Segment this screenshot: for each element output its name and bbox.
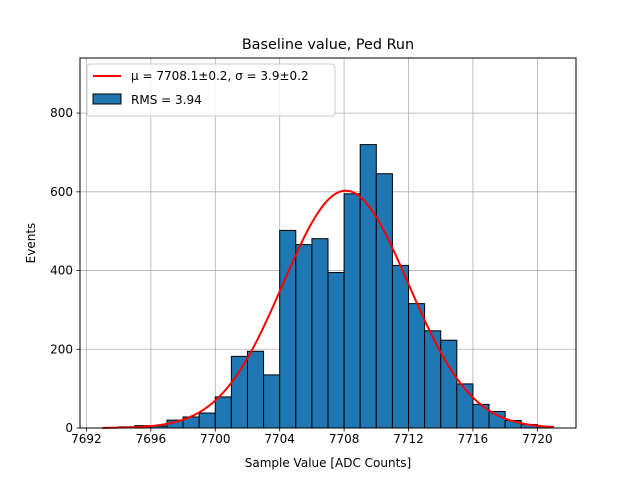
histogram-bar <box>359 144 377 429</box>
histogram-bar <box>424 330 442 429</box>
chart-title: Baseline value, Ped Run <box>242 37 414 53</box>
plot-frame <box>79 57 577 429</box>
x-axis-ticks: 7692 7696 7700 7704 7708 7712 7716 7720 <box>71 428 553 446</box>
x-tick-label: 7712 <box>393 432 424 446</box>
x-axis-label: Sample Value [ADC Counts] <box>245 456 411 470</box>
legend: μ = 7708.1±0.2, σ = 3.9±0.2 RMS = 3.94 <box>86 63 336 117</box>
histogram-bar <box>198 412 216 429</box>
y-tick-label: 800 <box>50 106 73 120</box>
legend-histogram-swatch <box>92 93 122 105</box>
histogram-bar <box>408 303 426 429</box>
histogram-bar <box>295 244 313 429</box>
histogram-bar <box>391 264 410 429</box>
y-axis-ticks: 0 200 400 600 800 <box>50 106 80 435</box>
y-tick-label: 400 <box>50 264 73 278</box>
histogram-bar <box>214 396 232 429</box>
fit-curve <box>102 189 554 429</box>
x-tick-label: 7696 <box>136 432 167 446</box>
histogram-bar <box>343 193 361 429</box>
x-tick-label: 7716 <box>458 432 489 446</box>
gaussian-fit <box>102 189 554 429</box>
y-tick-label: 0 <box>65 421 73 435</box>
histogram-bar <box>263 374 281 429</box>
histogram-bar <box>327 272 345 429</box>
legend-fit-label: μ = 7708.1±0.2, σ = 3.9±0.2 <box>131 69 309 83</box>
histogram-bar <box>311 238 329 429</box>
x-tick-label: 7692 <box>71 432 102 446</box>
legend-histogram-label: RMS = 3.94 <box>131 93 202 107</box>
x-tick-label: 7720 <box>522 432 553 446</box>
y-tick-label: 600 <box>50 185 73 199</box>
histogram-bar <box>246 350 265 429</box>
x-tick-label: 7704 <box>264 432 295 446</box>
legend-box <box>86 63 336 117</box>
histogram-bar <box>456 383 474 429</box>
histogram-bar <box>230 355 248 429</box>
x-tick-label: 7700 <box>200 432 231 446</box>
y-tick-label: 200 <box>50 342 73 356</box>
histogram-bar <box>440 339 458 429</box>
histogram-bar <box>375 173 393 429</box>
y-axis-label: Events <box>24 223 38 264</box>
x-tick-label: 7708 <box>329 432 360 446</box>
